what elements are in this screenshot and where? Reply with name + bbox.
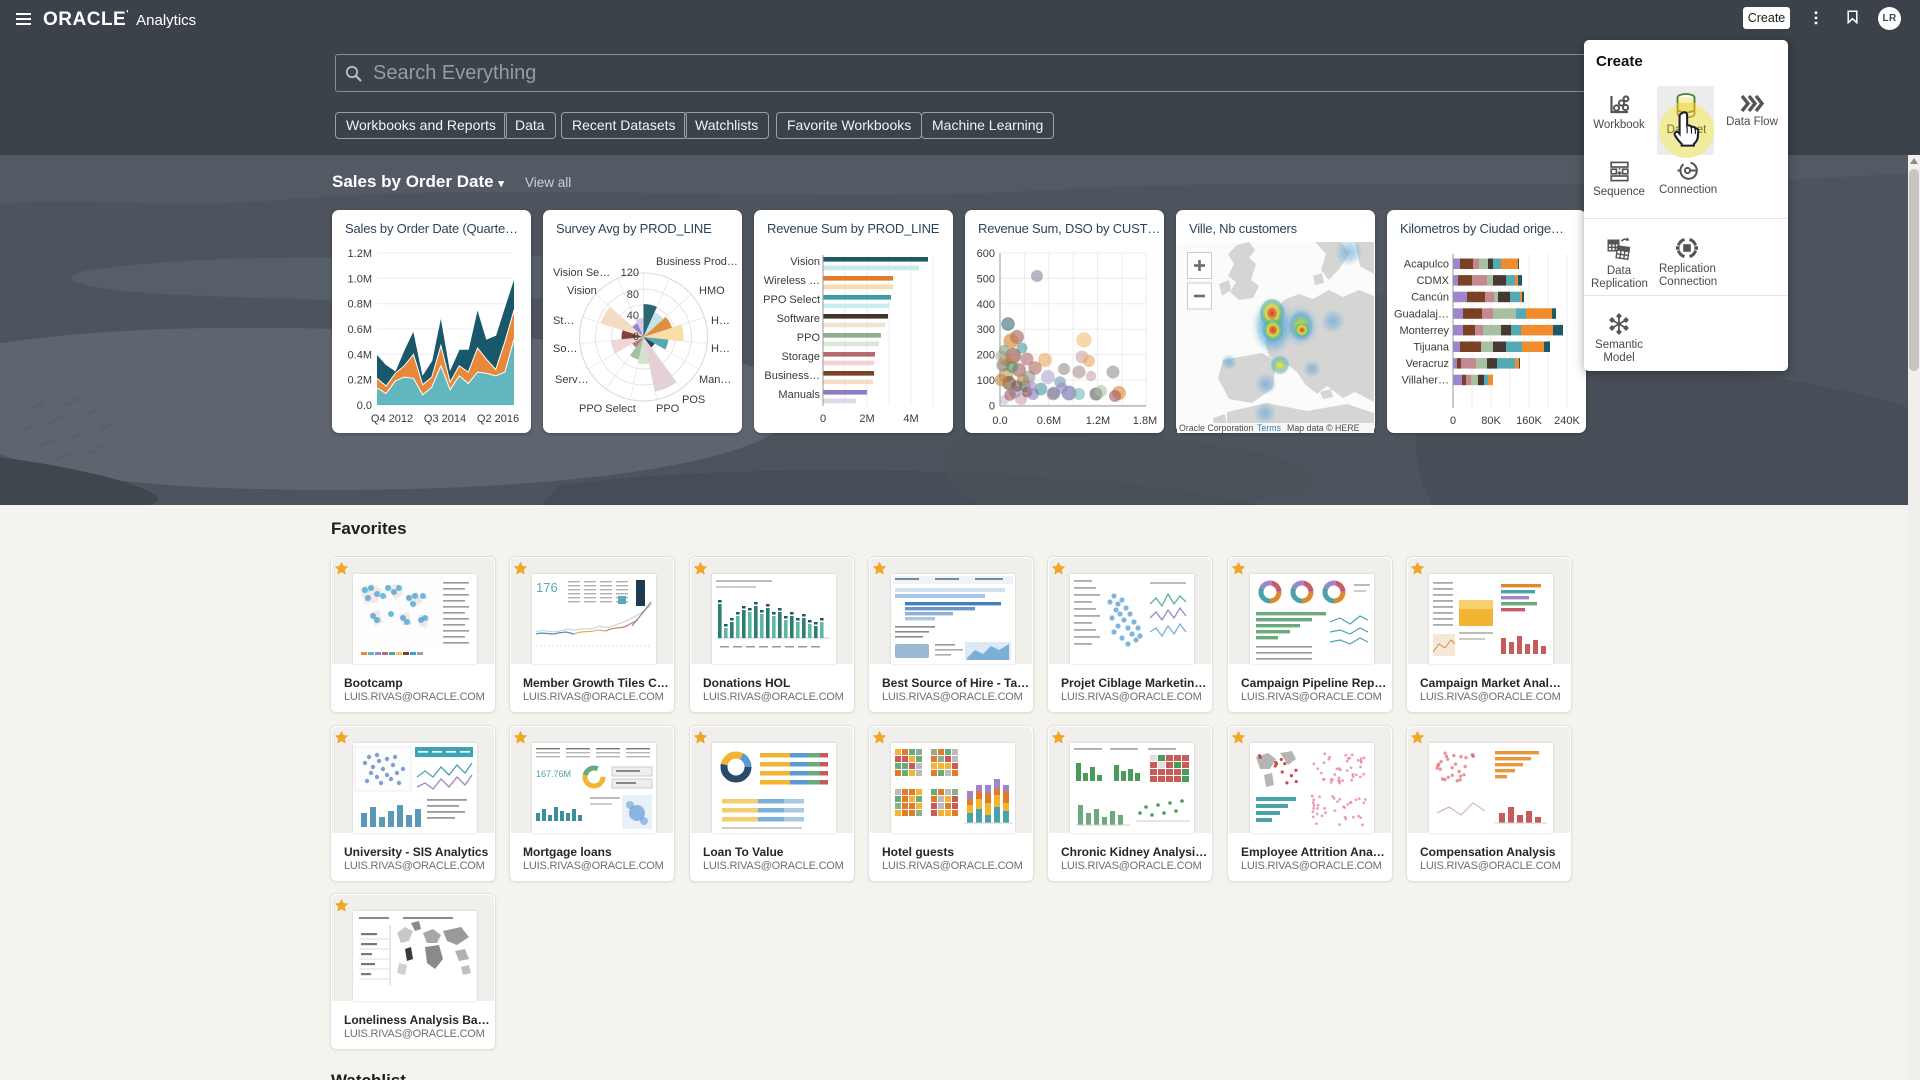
svg-text:200: 200 bbox=[977, 350, 995, 362]
svg-text:0: 0 bbox=[989, 400, 995, 412]
svg-text:1.0M: 1.0M bbox=[348, 273, 372, 285]
svg-text:PPO Select: PPO Select bbox=[763, 294, 820, 306]
svg-text:CDMX: CDMX bbox=[1417, 275, 1450, 287]
svg-text:Business…: Business… bbox=[764, 370, 820, 382]
svg-text:Business Prod…: Business Prod… bbox=[656, 256, 738, 268]
svg-text:HMO: HMO bbox=[699, 285, 725, 297]
svg-text:40: 40 bbox=[627, 310, 639, 322]
svg-text:Veracruz: Veracruz bbox=[1406, 358, 1449, 370]
svg-text:Q4 2012: Q4 2012 bbox=[371, 413, 413, 425]
svg-text:0: 0 bbox=[633, 331, 639, 343]
svg-text:Q3 2014: Q3 2014 bbox=[424, 413, 466, 425]
svg-text:Tijuana: Tijuana bbox=[1413, 342, 1450, 354]
svg-text:0.0: 0.0 bbox=[357, 400, 372, 412]
svg-text:1.2M: 1.2M bbox=[1086, 415, 1110, 427]
svg-text:PPO Select: PPO Select bbox=[579, 403, 636, 415]
svg-text:So…: So… bbox=[553, 343, 577, 355]
svg-text:Storage: Storage bbox=[781, 351, 820, 363]
svg-text:0: 0 bbox=[1450, 415, 1456, 427]
svg-text:4M: 4M bbox=[903, 413, 918, 425]
svg-text:Oracle Corporation: Oracle Corporation bbox=[1179, 423, 1253, 433]
svg-text:80: 80 bbox=[627, 289, 639, 301]
svg-text:0.0: 0.0 bbox=[992, 415, 1007, 427]
svg-text:300: 300 bbox=[977, 324, 995, 336]
svg-text:120: 120 bbox=[621, 267, 639, 279]
svg-text:Vision: Vision bbox=[567, 285, 597, 297]
svg-text:Map data © HERE: Map data © HERE bbox=[1287, 423, 1360, 433]
svg-text:167.76M: 167.76M bbox=[536, 769, 571, 779]
svg-text:80K: 80K bbox=[1481, 415, 1501, 427]
svg-text:Acapulco: Acapulco bbox=[1404, 259, 1449, 271]
svg-text:Vision Se…: Vision Se… bbox=[553, 267, 610, 279]
svg-text:1.8M: 1.8M bbox=[1133, 415, 1157, 427]
svg-text:H…: H… bbox=[711, 315, 730, 327]
svg-text:0.2M: 0.2M bbox=[348, 375, 372, 387]
svg-text:Vision: Vision bbox=[790, 256, 820, 268]
svg-text:0.8M: 0.8M bbox=[348, 299, 372, 311]
svg-text:0.4M: 0.4M bbox=[348, 349, 372, 361]
svg-text:1.2M: 1.2M bbox=[348, 248, 372, 260]
svg-text:500: 500 bbox=[977, 273, 995, 285]
svg-text:PPO: PPO bbox=[797, 332, 821, 344]
svg-text:Terms: Terms bbox=[1257, 423, 1282, 433]
svg-text:600: 600 bbox=[977, 248, 995, 260]
svg-text:0.6M: 0.6M bbox=[348, 324, 372, 336]
svg-text:Wireless …: Wireless … bbox=[764, 275, 820, 287]
svg-text:Monterrey: Monterrey bbox=[1399, 325, 1449, 337]
svg-text:PPO: PPO bbox=[656, 403, 680, 415]
svg-text:0.6M: 0.6M bbox=[1037, 415, 1061, 427]
svg-text:Q2 2016: Q2 2016 bbox=[477, 413, 519, 425]
svg-text:St…: St… bbox=[553, 315, 574, 327]
svg-text:H…: H… bbox=[711, 343, 730, 355]
svg-text:100: 100 bbox=[977, 375, 995, 387]
svg-text:400: 400 bbox=[977, 299, 995, 311]
svg-text:POS: POS bbox=[682, 394, 705, 406]
svg-text:Serv…: Serv… bbox=[555, 374, 589, 386]
svg-text:Manuals: Manuals bbox=[778, 389, 820, 401]
svg-text:Guadalaj…: Guadalaj… bbox=[1394, 308, 1449, 320]
svg-text:Man…: Man… bbox=[699, 374, 731, 386]
svg-text:Villaher…: Villaher… bbox=[1402, 375, 1450, 387]
svg-text:160K: 160K bbox=[1516, 415, 1542, 427]
svg-text:240K: 240K bbox=[1554, 415, 1580, 427]
svg-text:0: 0 bbox=[820, 413, 826, 425]
svg-text:Software: Software bbox=[777, 313, 820, 325]
svg-text:176: 176 bbox=[536, 580, 558, 595]
svg-text:Cancún: Cancún bbox=[1411, 292, 1449, 304]
svg-text:2M: 2M bbox=[859, 413, 874, 425]
